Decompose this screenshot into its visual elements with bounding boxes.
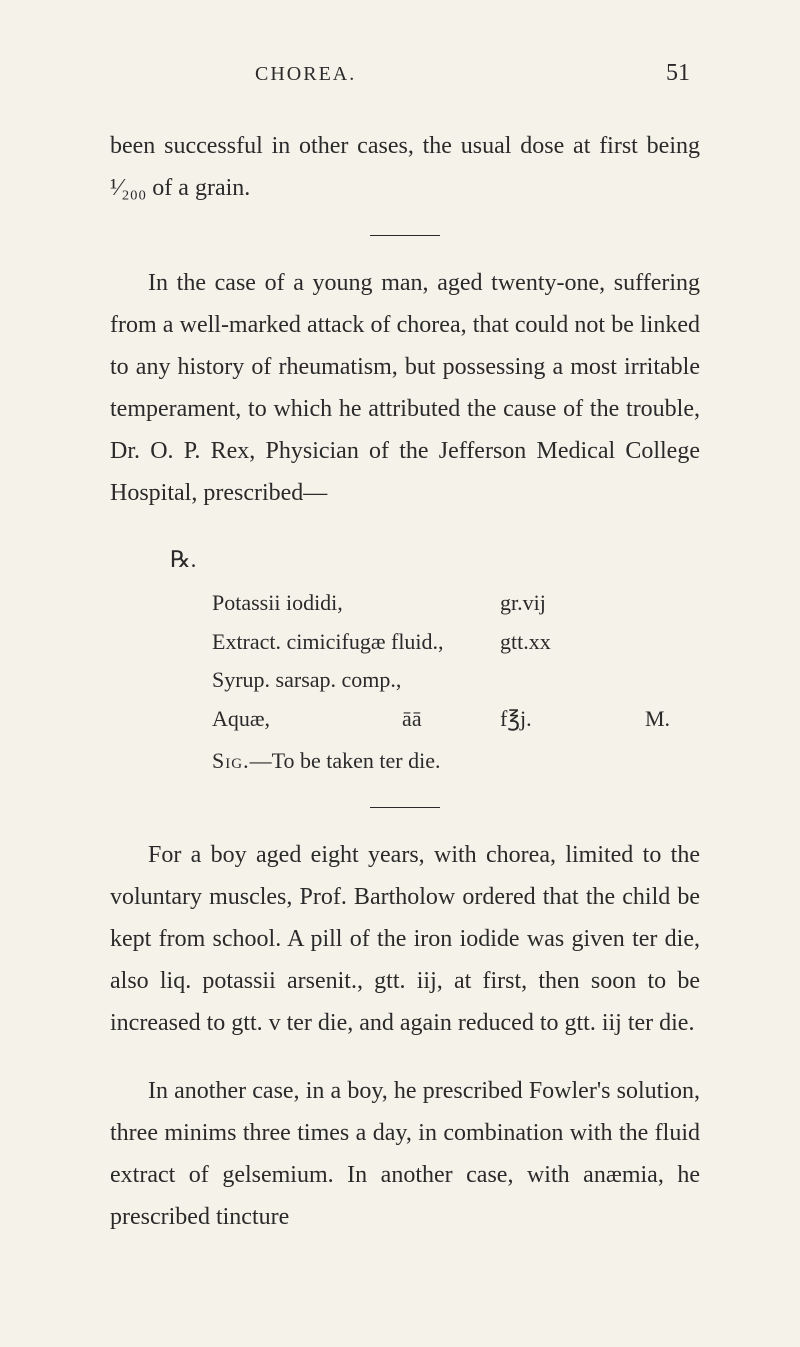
rx-ingredient: Syrup. sarsap. comp., [212, 661, 500, 700]
rx-line: Extract. cimicifugæ fluid., gtt.xx [170, 623, 700, 662]
sig-line: Sig.—To be taken ter die. [212, 742, 700, 781]
sig-label: Sig. [212, 748, 250, 773]
rx-final [620, 661, 670, 700]
paragraph-1: been successful in other cases, the usua… [110, 125, 700, 209]
rx-amount: gtt.xx [500, 623, 620, 662]
section-divider [370, 807, 440, 808]
rx-final [620, 584, 670, 623]
page-number: 51 [666, 60, 690, 87]
paragraph-2: In the case of a young man, aged twenty-… [110, 262, 700, 514]
rx-amount: f℥j. [500, 700, 620, 739]
sig-text: —To be taken ter die. [250, 748, 441, 773]
paragraph-4: In another case, in a boy, he prescribed… [110, 1070, 700, 1238]
section-divider [370, 235, 440, 236]
rx-amount [500, 661, 620, 700]
prescription-block: ℞. Potassii iodidi, gr.vij Extract. cimi… [170, 540, 700, 781]
rx-final [620, 623, 670, 662]
rx-ingredient: Potassii iodidi, [212, 584, 500, 623]
header-title: CHOREA. [255, 63, 356, 86]
rx-ingredient: Extract. cimicifugæ fluid., [212, 623, 500, 662]
rx-line: Potassii iodidi, gr.vij [170, 584, 700, 623]
rx-symbol: ℞. [170, 540, 700, 580]
paragraph-3: For a boy aged eight years, with chorea,… [110, 834, 700, 1044]
page-header: CHOREA. 51 [110, 60, 700, 87]
rx-line: Aquæ, āā f℥j. M. [170, 700, 700, 739]
rx-ingredient: Aquæ, āā [212, 700, 500, 739]
rx-final: M. [620, 700, 670, 739]
rx-amount: gr.vij [500, 584, 620, 623]
rx-line: Syrup. sarsap. comp., [170, 661, 700, 700]
